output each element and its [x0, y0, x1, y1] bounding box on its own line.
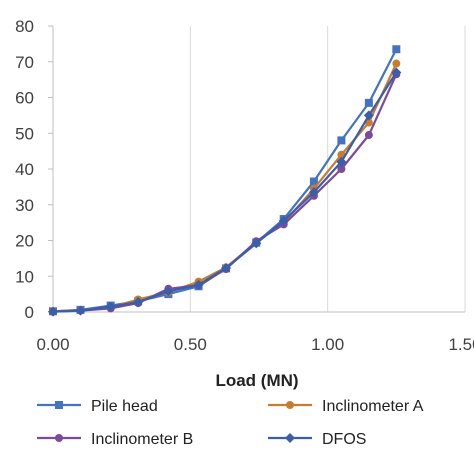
legend-marker [285, 433, 295, 443]
x-tick-label: 0.50 [174, 335, 207, 354]
data-point [336, 156, 347, 167]
data-point [392, 59, 401, 68]
data-point [193, 279, 204, 290]
series-line-2 [52, 73, 398, 313]
y-tick-label: 30 [15, 196, 34, 215]
legend-label: Inclinometer A [322, 398, 424, 415]
data-point [251, 238, 262, 249]
y-tick-label: 10 [15, 267, 34, 286]
series-line-3 [52, 71, 398, 313]
x-tick-label: 0.00 [36, 335, 69, 354]
legend-label: Inclinometer B [91, 431, 193, 448]
axes [48, 25, 465, 313]
data-point [337, 165, 346, 173]
data-point [133, 296, 144, 307]
y-tick-label: 50 [15, 124, 34, 143]
data-point [392, 45, 401, 54]
legend-label: DFOS [322, 431, 366, 448]
legend-label: Pile head [91, 398, 158, 415]
data-point [391, 67, 402, 78]
series-line-1 [52, 63, 398, 313]
legend-entry: Pile head [37, 398, 158, 415]
data-point [364, 131, 373, 140]
data-point [75, 305, 86, 316]
data-point [221, 263, 232, 274]
data-point [278, 215, 289, 226]
legend-marker [286, 401, 294, 409]
y-tick-label: 40 [15, 160, 34, 179]
legend-entry: Inclinometer B [37, 431, 193, 448]
y-tick-label: 80 [15, 17, 34, 36]
legend-entry: Inclinometer A [268, 398, 424, 415]
series-layer [48, 45, 402, 317]
data-point [308, 187, 319, 198]
y-tick-label: 70 [15, 53, 34, 72]
y-tick-label: 60 [15, 89, 34, 108]
data-point [48, 306, 58, 317]
legend-marker [55, 434, 63, 442]
data-point [309, 177, 318, 186]
y-tick-label: 0 [25, 303, 34, 322]
x-tick-label: 1.50 [448, 335, 474, 354]
legend-entry: DFOS [268, 431, 366, 448]
y-tick-label: 20 [15, 232, 34, 251]
legend: Pile head Inclinometer A Inclinometer B DFO… [37, 398, 424, 448]
data-point [337, 136, 346, 145]
legend-marker [55, 401, 63, 409]
x-axis-title: Load (MN) [215, 371, 298, 390]
gridlines [189, 26, 466, 312]
tick-labels: 0 10 20 30 40 50 60 70 80 0.00 0.50 1.00 1.50 [15, 17, 474, 354]
x-tick-label: 1.00 [311, 335, 344, 354]
data-point [163, 286, 174, 297]
data-point [105, 301, 116, 312]
data-point [364, 98, 373, 107]
data-point [363, 110, 374, 121]
